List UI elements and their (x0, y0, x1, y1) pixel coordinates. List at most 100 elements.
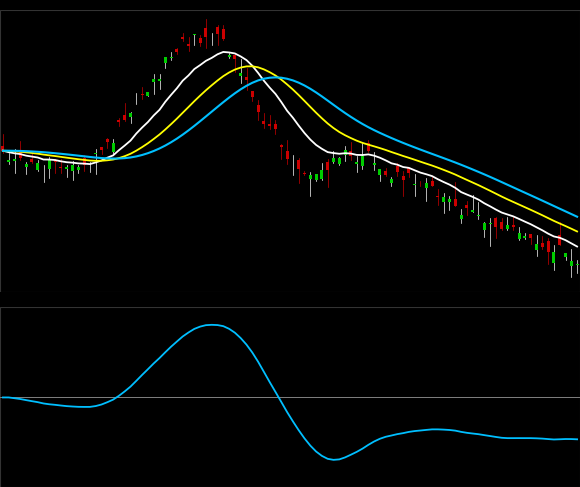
Bar (48, 160, 50, 169)
Bar (233, 55, 237, 59)
Bar (111, 143, 115, 152)
Bar (193, 34, 196, 36)
Bar (152, 79, 155, 82)
Bar (349, 150, 352, 155)
Bar (552, 252, 555, 263)
Bar (262, 121, 265, 124)
Bar (88, 167, 92, 168)
Bar (343, 150, 346, 155)
Bar (268, 124, 271, 126)
Bar (558, 235, 561, 245)
Bar (0, 307, 580, 487)
Bar (256, 106, 259, 112)
Bar (135, 94, 138, 95)
Bar (169, 56, 173, 58)
Bar (494, 218, 497, 227)
Bar (419, 185, 422, 186)
Bar (506, 225, 509, 229)
Bar (83, 158, 86, 165)
Bar (59, 167, 62, 169)
Bar (535, 244, 538, 250)
Bar (106, 139, 109, 143)
Bar (500, 222, 503, 229)
Bar (378, 169, 382, 175)
Bar (297, 160, 300, 169)
Bar (227, 55, 231, 57)
Bar (512, 225, 515, 227)
Bar (222, 29, 225, 39)
Bar (477, 215, 480, 216)
Bar (280, 145, 282, 147)
Bar (100, 148, 103, 150)
Bar (390, 179, 393, 183)
Bar (459, 215, 462, 219)
Bar (436, 196, 440, 197)
Bar (575, 264, 578, 265)
Bar (407, 169, 410, 172)
Bar (216, 27, 219, 35)
Bar (13, 159, 16, 161)
Bar (204, 28, 208, 37)
Bar (314, 174, 317, 180)
Bar (210, 41, 213, 42)
Bar (309, 175, 311, 179)
Bar (338, 158, 340, 164)
Bar (123, 115, 126, 120)
Bar (332, 158, 335, 162)
Bar (465, 206, 468, 208)
Bar (384, 171, 387, 175)
Bar (30, 159, 34, 162)
Bar (401, 176, 404, 180)
Bar (454, 199, 456, 206)
Bar (42, 170, 45, 171)
Bar (251, 91, 254, 97)
Bar (448, 199, 451, 202)
Bar (7, 161, 10, 163)
Bar (570, 261, 572, 266)
Bar (471, 210, 474, 212)
Bar (442, 197, 445, 203)
Bar (245, 77, 248, 80)
Bar (19, 151, 21, 158)
Bar (36, 163, 39, 170)
Bar (541, 243, 543, 247)
Bar (164, 57, 167, 63)
Bar (187, 43, 190, 46)
Bar (71, 165, 74, 171)
Bar (239, 73, 242, 75)
Bar (367, 143, 369, 151)
Bar (488, 223, 491, 224)
Bar (117, 120, 121, 122)
Bar (77, 168, 80, 170)
Bar (523, 236, 526, 238)
Bar (146, 92, 150, 96)
Bar (175, 49, 179, 52)
Bar (0, 10, 580, 292)
Bar (291, 155, 294, 156)
Bar (303, 173, 306, 174)
Bar (425, 183, 427, 188)
Bar (564, 253, 567, 257)
Bar (285, 150, 288, 159)
Bar (361, 156, 364, 166)
Bar (396, 167, 398, 172)
Bar (529, 234, 532, 239)
Bar (430, 181, 433, 186)
Bar (129, 113, 132, 117)
Bar (24, 164, 27, 167)
Bar (546, 241, 549, 252)
Bar (320, 170, 323, 179)
Bar (158, 79, 161, 81)
Bar (326, 162, 329, 170)
Bar (372, 163, 376, 165)
Bar (413, 184, 416, 185)
Bar (53, 160, 56, 163)
Bar (274, 124, 277, 129)
Bar (65, 167, 68, 169)
Bar (198, 37, 202, 43)
Bar (181, 37, 184, 39)
Bar (483, 223, 485, 230)
Bar (355, 162, 358, 164)
Bar (517, 233, 521, 239)
Bar (1, 146, 4, 150)
